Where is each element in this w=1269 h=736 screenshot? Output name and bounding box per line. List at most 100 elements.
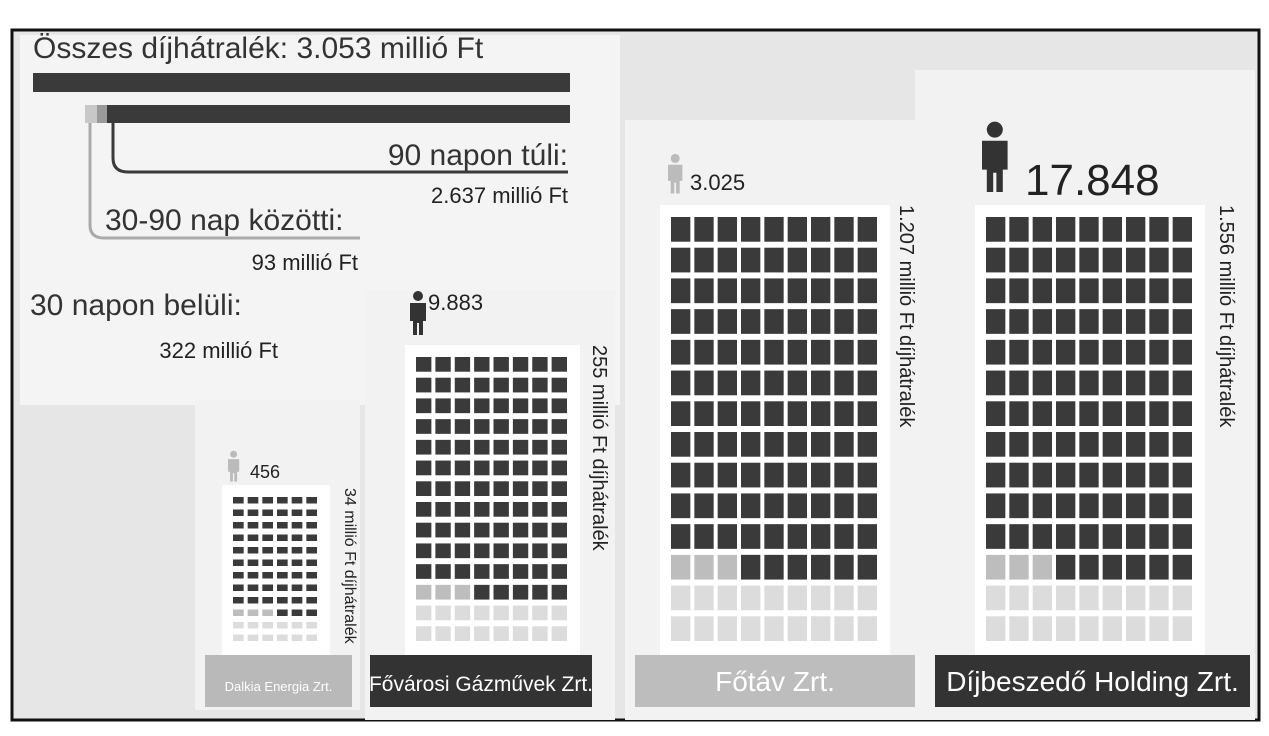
window <box>1172 432 1192 457</box>
window <box>741 462 761 488</box>
window <box>454 419 471 434</box>
window <box>247 584 259 591</box>
window <box>741 278 761 304</box>
window <box>262 559 273 566</box>
window <box>247 572 259 579</box>
window <box>435 543 451 559</box>
window <box>857 554 877 580</box>
window <box>717 339 737 365</box>
window <box>694 493 714 519</box>
window <box>1126 339 1146 365</box>
window <box>787 370 807 396</box>
window <box>474 460 490 476</box>
window <box>1032 616 1052 641</box>
window <box>262 509 273 516</box>
window <box>435 502 451 517</box>
window <box>306 634 317 641</box>
window <box>811 309 831 334</box>
building-base <box>935 655 1250 707</box>
window <box>787 432 807 457</box>
window <box>671 462 691 488</box>
window <box>277 547 288 554</box>
window <box>551 481 567 496</box>
window <box>435 398 451 414</box>
window <box>1149 339 1169 365</box>
window <box>834 585 854 611</box>
window <box>1056 554 1076 580</box>
window <box>435 626 451 641</box>
window <box>247 509 259 516</box>
window <box>717 370 737 396</box>
window <box>493 626 509 641</box>
window <box>1149 554 1169 580</box>
window <box>1079 585 1099 611</box>
window <box>474 398 490 414</box>
window <box>247 534 259 541</box>
window <box>532 481 548 496</box>
window <box>787 278 807 304</box>
window <box>532 584 548 600</box>
window <box>532 377 548 393</box>
window <box>1032 462 1052 488</box>
window <box>694 616 714 641</box>
window <box>671 554 691 580</box>
window <box>532 460 548 476</box>
window <box>787 247 807 273</box>
window <box>233 572 244 579</box>
window <box>233 622 244 629</box>
window <box>1009 585 1029 611</box>
window <box>1172 278 1192 304</box>
window <box>986 401 1006 426</box>
window <box>1126 370 1146 396</box>
window <box>306 572 317 579</box>
window <box>741 554 761 580</box>
window <box>1009 278 1029 304</box>
window <box>454 398 471 414</box>
window <box>857 524 877 549</box>
window <box>717 247 737 273</box>
window <box>233 584 244 591</box>
window <box>717 401 737 426</box>
window <box>1102 493 1122 519</box>
window <box>1056 493 1076 519</box>
window <box>1172 217 1192 242</box>
window <box>1172 247 1192 273</box>
window <box>306 497 317 504</box>
window <box>277 509 288 516</box>
window <box>551 419 567 434</box>
window <box>857 247 877 273</box>
window <box>551 522 567 538</box>
window <box>512 419 529 434</box>
window <box>262 597 273 604</box>
window <box>1056 585 1076 611</box>
window <box>512 481 529 496</box>
window <box>1126 247 1146 273</box>
window <box>1032 278 1052 304</box>
window <box>493 460 509 476</box>
window <box>1172 370 1192 396</box>
window <box>474 357 490 372</box>
customer-count: 456 <box>250 462 280 482</box>
window <box>454 626 471 641</box>
window <box>262 622 273 629</box>
window <box>277 559 288 566</box>
window <box>764 309 784 334</box>
window <box>551 584 567 600</box>
window <box>986 616 1006 641</box>
window <box>694 554 714 580</box>
window <box>834 432 854 457</box>
window <box>1172 554 1192 580</box>
window <box>512 377 529 393</box>
window <box>1126 616 1146 641</box>
window <box>454 584 471 600</box>
window <box>247 622 259 629</box>
window <box>306 547 317 554</box>
breakdown-label: 30 napon belüli: <box>30 289 242 322</box>
window <box>834 524 854 549</box>
window <box>986 278 1006 304</box>
window <box>1032 524 1052 549</box>
company-name: Dalkia Energia Zrt. <box>225 679 333 694</box>
window <box>787 585 807 611</box>
window <box>1126 278 1146 304</box>
window <box>1079 432 1099 457</box>
